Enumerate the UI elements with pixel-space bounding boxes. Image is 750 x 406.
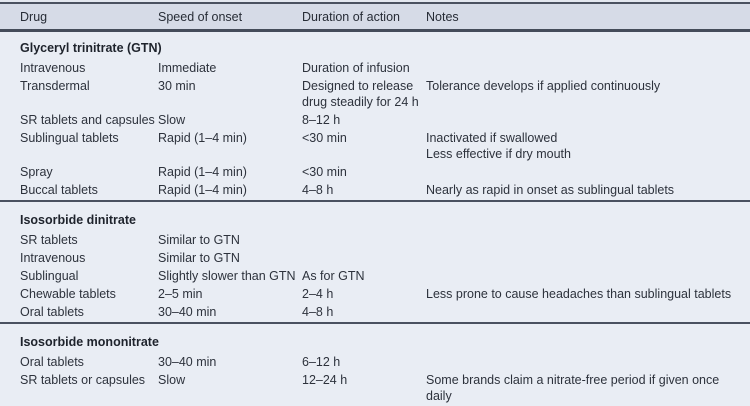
table-header-row: Drug Speed of onset Duration of action N… — [0, 4, 750, 29]
table-row: Intravenous Similar to GTN — [0, 248, 750, 266]
header-rule — [0, 29, 750, 32]
cell-speed: Rapid (1–4 min) — [158, 131, 247, 145]
table-row: Sublingual tablets Rapid (1–4 min) <30 m… — [0, 128, 750, 162]
cell-speed: 30–40 min — [158, 355, 217, 369]
column-header-notes: Notes — [426, 9, 459, 24]
cell-duration: 12–24 h — [302, 373, 348, 387]
cell-notes: Less prone to cause headaches than subli… — [426, 287, 732, 301]
table-row: Buccal tablets Rapid (1–4 min) 4–8 h Nea… — [0, 180, 750, 198]
cell-drug: Buccal tablets — [20, 183, 98, 197]
cell-notes — [426, 162, 742, 180]
table-row: SR tablets Similar to GTN — [0, 230, 750, 248]
cell-speed: Slow — [158, 113, 186, 127]
cell-notes — [426, 266, 742, 284]
column-header-duration: Duration of action — [302, 9, 400, 24]
cell-drug: Sublingual tablets — [20, 131, 119, 145]
cell-speed: 2–5 min — [158, 287, 203, 301]
cell-duration: Designed to release drug steadily for 24… — [302, 79, 419, 109]
table-row: Transdermal 30 min Designed to release d… — [0, 76, 750, 110]
cell-notes: Tolerance develops if applied continuous… — [426, 79, 661, 93]
section-rule — [0, 200, 750, 202]
cell-drug: SR tablets — [20, 233, 78, 247]
cell-speed: 30 min — [158, 79, 196, 93]
cell-drug: Oral tablets — [20, 305, 84, 319]
cell-drug: Chewable tablets — [20, 287, 116, 301]
cell-duration — [302, 248, 426, 266]
cell-speed: Slightly slower than GTN — [158, 269, 296, 283]
cell-speed: Immediate — [158, 61, 217, 75]
table-row: Chewable tablets 2–5 min 2–4 h Less pron… — [0, 284, 750, 302]
cell-speed: 30–40 min — [158, 305, 217, 319]
cell-notes — [426, 230, 742, 248]
cell-notes — [426, 58, 742, 76]
section-title-mononitrate: Isosorbide mononitrate — [20, 335, 159, 349]
top-rule — [0, 2, 750, 4]
section-title-gtn: Glyceryl trinitrate (GTN) — [20, 41, 162, 55]
cell-notes — [426, 248, 742, 266]
cell-notes — [426, 302, 742, 320]
table-row: SR tablets or capsules Slow 12–24 h Some… — [0, 370, 750, 404]
table-row: Sublingual Slightly slower than GTN As f… — [0, 266, 750, 284]
cell-duration: Duration of infusion — [302, 61, 410, 75]
table-row: SR tablets and capsules Slow 8–12 h — [0, 110, 750, 128]
cell-duration: 4–8 h — [302, 183, 334, 197]
cell-drug: Spray — [20, 165, 53, 179]
cell-notes — [426, 110, 742, 128]
table-row: Oral tablets 30–40 min 4–8 h — [0, 302, 750, 320]
cell-drug: Intravenous — [20, 251, 86, 265]
section-rule — [0, 322, 750, 324]
section-title-dinitrate: Isosorbide dinitrate — [20, 213, 136, 227]
cell-duration: 8–12 h — [302, 113, 341, 127]
cell-speed: Rapid (1–4 min) — [158, 183, 247, 197]
cell-notes — [426, 352, 742, 370]
cell-drug: SR tablets or capsules — [20, 373, 146, 387]
table-row: Oral tablets 30–40 min 6–12 h — [0, 352, 750, 370]
cell-duration: <30 min — [302, 165, 347, 179]
cell-duration: 4–8 h — [302, 305, 334, 319]
cell-speed: Slow — [158, 373, 186, 387]
top-strip — [0, 0, 750, 2]
cell-notes: Nearly as rapid in onset as sublingual t… — [426, 183, 675, 197]
cell-drug: Transdermal — [20, 79, 90, 93]
table-row: Spray Rapid (1–4 min) <30 min — [0, 162, 750, 180]
cell-notes: Inactivated if swallowed Less effective … — [426, 131, 571, 161]
column-header-speed: Speed of onset — [158, 9, 243, 24]
cell-speed: Rapid (1–4 min) — [158, 165, 247, 179]
table-row: Intravenous Immediate Duration of infusi… — [0, 58, 750, 76]
cell-duration: 6–12 h — [302, 355, 341, 369]
cell-duration: As for GTN — [302, 269, 365, 283]
cell-drug: SR tablets and capsules — [20, 113, 155, 127]
cell-notes: Some brands claim a nitrate-free period … — [426, 373, 720, 403]
cell-duration: <30 min — [302, 131, 347, 145]
cell-speed: Similar to GTN — [158, 251, 240, 265]
cell-speed: Similar to GTN — [158, 233, 240, 247]
cell-drug: Sublingual — [20, 269, 79, 283]
cell-duration: 2–4 h — [302, 287, 334, 301]
cell-drug: Intravenous — [20, 61, 86, 75]
cell-duration — [302, 230, 426, 248]
column-header-drug: Drug — [20, 9, 48, 24]
cell-drug: Oral tablets — [20, 355, 84, 369]
